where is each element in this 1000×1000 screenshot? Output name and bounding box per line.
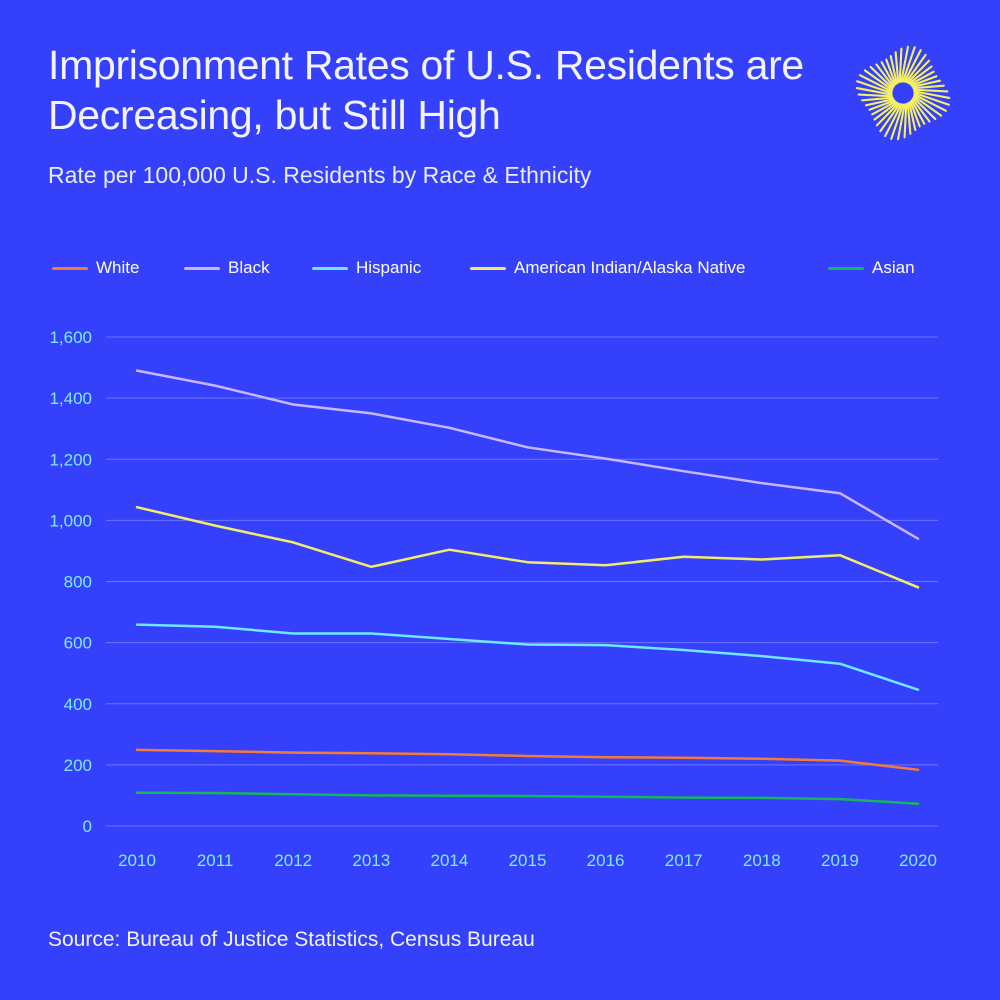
legend-item-black: Black [184, 254, 270, 282]
x-tick-label: 2018 [743, 851, 781, 870]
x-tick-label: 2016 [587, 851, 625, 870]
legend-item-hispanic: Hispanic [312, 254, 421, 282]
sunburst-logo-icon [855, 45, 951, 141]
series-line-asian [135, 791, 920, 805]
source-note: Source: Bureau of Justice Statistics, Ce… [48, 928, 535, 951]
legend-swatch-asian [828, 266, 864, 270]
legend-swatch-black [184, 266, 220, 270]
legend-label-american-indian: American Indian/Alaska Native [514, 258, 746, 277]
y-tick-label: 1,600 [49, 328, 92, 347]
legend-swatch-white [52, 266, 88, 270]
chart-title: Imprisonment Rates of U.S. Residents are… [48, 42, 804, 138]
y-tick-label: 600 [64, 634, 92, 653]
legend-label-black: Black [228, 258, 270, 277]
y-tick-label: 400 [64, 695, 92, 714]
legend-item-american-indian: American Indian/Alaska Native [470, 254, 746, 282]
y-tick-label: 1,400 [49, 389, 92, 408]
y-tick-label: 200 [64, 756, 92, 775]
x-tick-label: 2020 [899, 851, 937, 870]
x-tick-label: 2010 [118, 851, 156, 870]
x-tick-label: 2011 [197, 851, 234, 870]
x-tick-label: 2012 [274, 851, 312, 870]
x-tick-label: 2017 [665, 851, 703, 870]
line-chart: 0 200 400 600 800 1,000 1,200 1,400 1,600 2010 201… [49, 328, 938, 870]
legend-item-white: White [52, 254, 139, 282]
series-line-hispanic [135, 623, 920, 691]
legend-label-asian: Asian [872, 258, 915, 277]
legend-label-white: White [96, 258, 140, 277]
chart-subtitle: Rate per 100,000 U.S. Residents by Race … [48, 162, 592, 188]
legend-label-hispanic: Hispanic [356, 258, 422, 277]
y-tick-label: 0 [83, 817, 92, 836]
y-tick-label: 1,000 [49, 511, 92, 530]
legend-item-asian: Asian [828, 254, 915, 282]
x-tick-label: 2014 [430, 851, 468, 870]
series-line-american-indian-alaska-native [135, 505, 920, 589]
series-line-white [135, 748, 920, 772]
y-tick-label: 1,200 [49, 450, 92, 469]
x-tick-label: 2019 [821, 851, 859, 870]
x-tick-label: 2013 [352, 851, 390, 870]
legend-swatch-hispanic [312, 266, 348, 270]
series-line-black [135, 369, 920, 540]
legend-swatch-american-indian [470, 266, 506, 270]
x-tick-label: 2015 [509, 851, 547, 870]
y-tick-label: 800 [64, 573, 92, 592]
chart-legend: White Black Hispanic American Indian/Ala… [52, 254, 952, 282]
